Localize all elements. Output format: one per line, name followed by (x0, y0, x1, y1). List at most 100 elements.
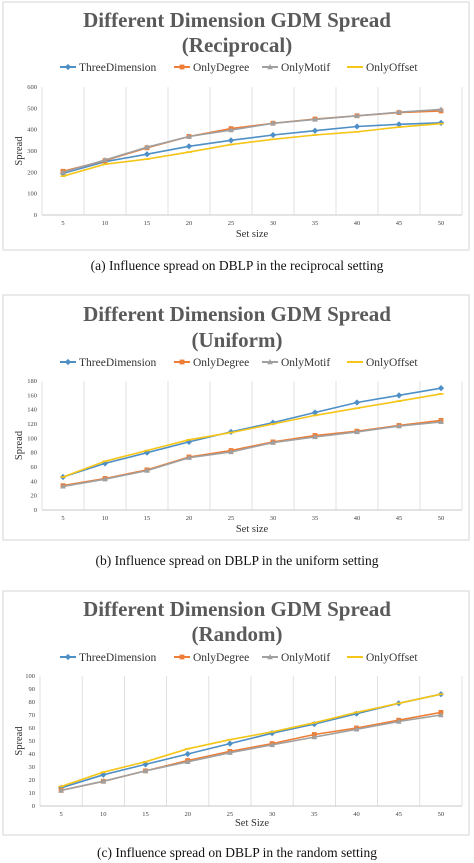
x-tick-label: 30 (270, 220, 277, 227)
data-point-OnlyMotif (60, 483, 66, 489)
panel-a-caption: (a) Influence spread on DBLP in the reci… (91, 258, 384, 273)
chart-title-line-1: Different Dimension GDM Spread (83, 597, 391, 621)
x-tick-label: 5 (59, 811, 62, 818)
chart-random: Different Dimension GDM Spread(Random) Th… (14, 597, 463, 829)
x-tick-label: 15 (144, 220, 151, 227)
series-line-OnlyMotif (62, 108, 442, 174)
y-tick-label: 70 (29, 712, 36, 719)
legend-entry: OnlyMotif (281, 357, 330, 369)
series-line-OnlyOffset (60, 693, 442, 788)
data-point-OnlyMotif (100, 778, 107, 784)
data-point-OnlyMotif (396, 109, 402, 115)
data-point-ThreeDimension (353, 399, 361, 406)
x-tick-label: 50 (438, 811, 445, 818)
legend-swatch-marker (179, 64, 185, 70)
legend-entry: OnlyDegree (193, 652, 249, 664)
series-line-ThreeDimension (62, 387, 442, 478)
data-point-OnlyMotif (228, 127, 234, 133)
chart-title-line-2: (Random) (191, 622, 282, 646)
y-tick-label: 40 (31, 478, 38, 485)
legend-entry: OnlyOffset (366, 652, 418, 664)
x-tick-label: 25 (227, 811, 234, 818)
panel-c-frame (2, 590, 470, 836)
x-tick-label: 35 (312, 515, 319, 522)
y-tick-label: 80 (31, 450, 38, 457)
data-point-ThreeDimension (395, 392, 403, 399)
panel-a-frame (2, 1, 470, 251)
legend-swatch-marker (179, 654, 185, 660)
data-point-OnlyMotif (312, 433, 318, 440)
y-tick-label: 80 (29, 699, 36, 706)
data-point-OnlyMotif (227, 749, 233, 755)
x-tick-label: 15 (144, 515, 151, 522)
y-axis-label: Spread (14, 726, 25, 756)
legend-entry: OnlyMotif (281, 652, 330, 664)
data-point-OnlyMotif (102, 156, 108, 163)
x-tick-label: 30 (269, 811, 276, 818)
x-tick-label: 20 (186, 220, 193, 227)
panel-c-caption: (c) Influence spread on DBLP in the rand… (97, 845, 377, 860)
chart-title-line-2: (Uniform) (192, 328, 283, 352)
x-axis-label: Set size (236, 229, 269, 240)
x-tick-label: 20 (184, 811, 191, 818)
panel-b-caption: (b) Influence spread on DBLP in the unif… (96, 553, 379, 568)
legend-swatch-marker (267, 359, 273, 365)
legend-entry: ThreeDimension (79, 62, 157, 74)
legend-entry: OnlyOffset (366, 62, 418, 74)
y-tick-label: 600 (27, 84, 37, 91)
data-point-OnlyMotif (311, 734, 318, 740)
x-tick-label: 40 (354, 220, 361, 227)
x-tick-label: 35 (311, 811, 318, 818)
y-tick-label: 10 (29, 790, 36, 797)
chart-title-line-1: Different Dimension GDM Spread (83, 302, 391, 326)
legend-swatch-marker (267, 64, 273, 70)
y-tick-label: 60 (29, 725, 36, 732)
chart-title-line-2: (Reciprocal) (182, 33, 292, 57)
chart-uniform: Different Dimension GDM Spread(Uniform) T… (14, 302, 463, 535)
x-tick-label: 45 (395, 811, 402, 818)
data-point-OnlyMotif (438, 712, 444, 718)
y-tick-label: 50 (29, 738, 36, 745)
x-tick-label: 10 (100, 811, 107, 818)
y-tick-label: 180 (27, 378, 37, 385)
y-axis-label: Spread (14, 430, 25, 460)
data-point-OnlyMotif (270, 439, 276, 445)
series-line-OnlyMotif (62, 421, 442, 488)
y-axis-label: Spread (14, 136, 25, 166)
y-tick-label: 60 (31, 464, 38, 471)
y-tick-label: 100 (25, 673, 35, 680)
x-tick-label: 45 (396, 220, 403, 227)
series-line-ThreeDimension (62, 122, 442, 175)
legend-entry: ThreeDimension (79, 357, 157, 369)
data-point-OnlyMotif (228, 448, 234, 455)
x-tick-label: 25 (228, 220, 235, 227)
legend-entry: OnlyDegree (193, 62, 249, 74)
x-tick-label: 40 (353, 811, 360, 818)
data-point-ThreeDimension (311, 409, 319, 416)
data-point-OnlyMotif (102, 476, 108, 482)
y-tick-label: 0 (32, 803, 35, 810)
data-point-ThreeDimension (437, 385, 445, 392)
data-point-OnlyMotif (60, 169, 66, 175)
x-tick-label: 10 (102, 220, 109, 227)
panel-b-frame (2, 294, 470, 541)
x-tick-label: 5 (61, 220, 64, 227)
legend-entry: OnlyOffset (366, 357, 418, 369)
y-tick-label: 40 (29, 751, 36, 758)
data-point-ThreeDimension (227, 137, 235, 144)
y-tick-label: 20 (29, 777, 36, 784)
x-tick-label: 30 (270, 515, 277, 522)
data-point-OnlyMotif (269, 741, 275, 748)
x-axis-label: Set Size (235, 818, 269, 829)
y-tick-label: 400 (27, 127, 37, 134)
x-tick-label: 40 (354, 515, 361, 522)
x-tick-label: 50 (438, 515, 445, 522)
y-tick-label: 160 (27, 392, 37, 399)
data-point-OnlyMotif (144, 144, 150, 150)
chart-title-line-1: Different Dimension GDM Spread (83, 8, 391, 32)
data-point-OnlyMotif (184, 758, 191, 764)
legend-swatch-marker (267, 654, 273, 660)
data-point-OnlyMotif (142, 767, 149, 774)
data-point-ThreeDimension (143, 151, 151, 158)
data-point-OnlyMotif (270, 120, 276, 126)
